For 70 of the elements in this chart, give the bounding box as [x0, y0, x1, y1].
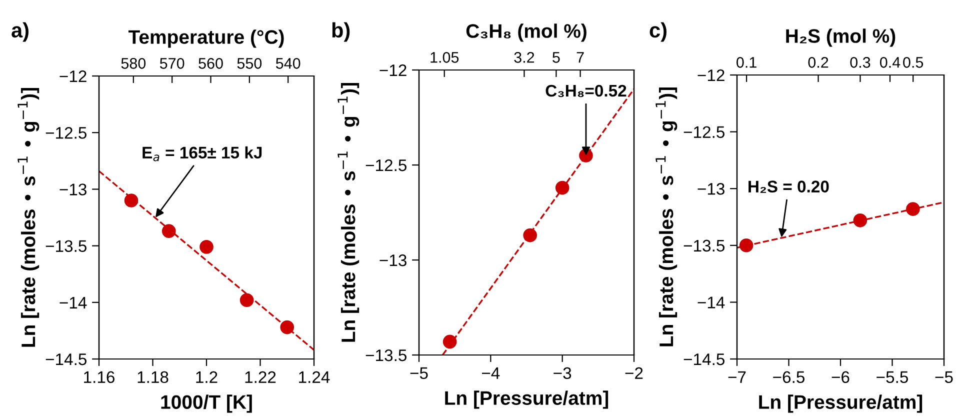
- y-tick-label: −13.5: [684, 240, 724, 252]
- y-tick-label: −12: [380, 64, 406, 76]
- x2-tick-label: 7: [576, 52, 584, 63]
- point: [555, 180, 570, 195]
- y-tick-label: −12: [698, 69, 724, 82]
- y-tick-label: −13: [698, 183, 724, 195]
- point: [280, 320, 294, 334]
- x-tick-label: −5.5: [876, 371, 908, 384]
- point: [162, 224, 176, 238]
- x-tick-label: −5: [410, 367, 428, 380]
- x-axis-title: Ln [Pressure/atm]: [445, 390, 608, 409]
- point: [523, 228, 537, 242]
- x-axis-title: 1000/T [K]: [161, 394, 252, 413]
- x2-tick-label: 0.2: [808, 56, 828, 68]
- point: [853, 214, 868, 228]
- y-tick-label: −12.5: [46, 127, 86, 139]
- x2-tick-label: 3.2: [514, 52, 534, 63]
- y-tick-label: −14.5: [46, 354, 86, 366]
- chart-title: c): [650, 22, 666, 42]
- y-tick-label: −13: [60, 184, 86, 196]
- y-tick-label: −12.5: [366, 159, 406, 172]
- y-tick-label: −13: [380, 254, 406, 266]
- point: [240, 293, 254, 308]
- x-tick-label: −3: [554, 367, 572, 380]
- annotation: E$_{a}$ = 165± 15 kJ: [142, 146, 262, 162]
- x-tick-label: −7: [728, 371, 746, 383]
- y-tick-label: −13.5: [46, 240, 86, 252]
- x-tick-label: 1.22: [245, 371, 276, 383]
- x2-axis-title: C₃H₈ (mol %): [466, 24, 586, 42]
- x2-tick-label: 570: [160, 58, 184, 69]
- x2-tick-label: 0.3: [850, 56, 870, 68]
- x-tick-label: 1.24: [299, 371, 330, 383]
- x2-tick-label: 560: [198, 58, 223, 69]
- x-tick-label: −6: [832, 371, 850, 384]
- x-tick-label: −6.5: [773, 371, 805, 384]
- x2-axis-title: Temperature (°C): [128, 30, 284, 48]
- x-tick-label: −4: [482, 367, 500, 379]
- x-tick-label: 1.2: [196, 371, 218, 383]
- x-tick-label: −2: [625, 367, 643, 379]
- x2-tick-label: 550: [237, 58, 262, 69]
- point: [124, 194, 138, 208]
- y-tick-label: −12.5: [684, 126, 724, 138]
- x2-tick-label: 0.5: [903, 56, 924, 68]
- x2-tick-label: 0.1: [736, 56, 756, 68]
- annotation: H₂S = 0.20: [748, 180, 829, 193]
- y-axis-title: Ln [rate (moles • s$^{−1}$ • g$^{−1}$)]: [656, 88, 678, 346]
- y-tick-label: −12: [60, 70, 86, 82]
- y-axis-title: Ln [rate (moles • s$^{−1}$ • g$^{−1}$)]: [338, 83, 360, 342]
- x2-axis-title: H₂S (mol %): [786, 28, 896, 47]
- x2-tick-label: 580: [121, 58, 146, 69]
- x-tick-label: 1.16: [84, 371, 114, 384]
- x2-tick-label: 1.05: [430, 52, 459, 63]
- x2-tick-label: 0.4: [880, 56, 900, 68]
- x-axis-title: Ln [Pressure/atm]: [759, 394, 922, 413]
- y-axis-title: Ln [rate (moles • s$^{−1}$ • g$^{−1}$)]: [18, 88, 40, 347]
- point: [906, 202, 920, 216]
- x-tick-label: 1.18: [138, 371, 168, 384]
- y-tick-label: −14: [698, 296, 725, 308]
- x2-tick-label: 5: [552, 52, 560, 63]
- point: [200, 240, 214, 254]
- chart-title: a): [12, 22, 28, 42]
- y-tick-label: −14.5: [684, 354, 724, 366]
- annotation: C₃H₈=0.52: [546, 84, 626, 98]
- y-tick-label: −14: [60, 296, 87, 308]
- y-tick-label: −13.5: [366, 349, 406, 362]
- point: [739, 238, 754, 252]
- point: [442, 334, 457, 349]
- chart-title: b): [332, 22, 350, 42]
- x-tick-label: −5: [935, 371, 953, 384]
- x2-tick-label: 540: [276, 58, 300, 69]
